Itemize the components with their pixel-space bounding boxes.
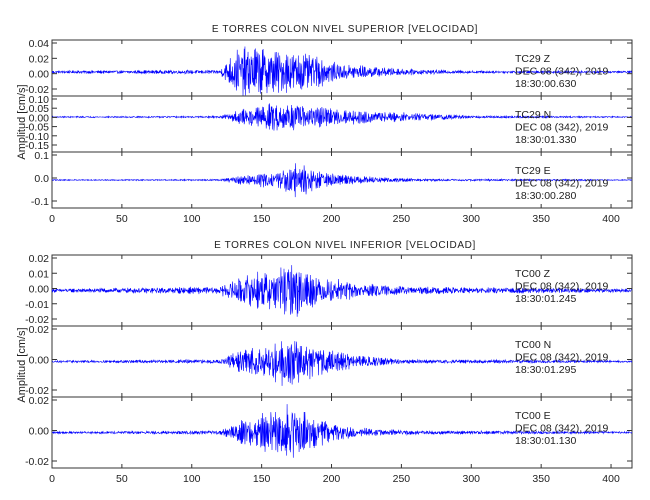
xtick-label-upper: 150 (253, 213, 271, 225)
annotation-lower-z-line1: TC00 Z (515, 268, 551, 280)
ytick-label-upper-e: 0.1 (34, 150, 49, 162)
annotation-lower-z-line3: 18:30:01.245 (515, 293, 576, 305)
ytick-label-lower-z: -0.02 (25, 314, 49, 326)
ytick-label-upper-z: 0.02 (29, 53, 50, 65)
ytick-label-upper-z: 0.04 (29, 38, 50, 50)
xtick-label-lower: 0 (49, 473, 55, 485)
annotation-lower-n-line2: DEC 08 (342), 2019 (515, 352, 609, 364)
ytick-label-lower-e: -0.02 (25, 456, 49, 468)
annotation-lower-e-line2: DEC 08 (342), 2019 (515, 423, 609, 435)
xtick-label-lower: 100 (183, 473, 201, 485)
xtick-label-lower: 200 (323, 473, 341, 485)
annotation-upper-e-line1: TC29 E (515, 165, 551, 177)
xtick-label-lower: 350 (532, 473, 550, 485)
xtick-label-upper: 300 (463, 213, 481, 225)
waveform-upper-z (51, 46, 633, 97)
waveform-lower-e (51, 404, 633, 458)
ytick-label-lower-e: 0.00 (29, 426, 50, 438)
ylabel-upper: Amplitud [cm/s] (16, 84, 28, 159)
ytick-label-upper-n: 0.10 (29, 94, 50, 106)
chart-title-lower: E TORRES COLON NIVEL INFERIOR [VELOCIDAD… (214, 240, 476, 251)
annotation-upper-e-line2: DEC 08 (342), 2019 (515, 178, 609, 190)
ytick-label-lower-n: -0.02 (25, 385, 49, 397)
ytick-label-upper-n: -0.05 (25, 122, 49, 134)
annotation-upper-e-line3: 18:30:00.280 (515, 190, 576, 202)
ytick-label-lower-n: 0.02 (29, 324, 50, 336)
ytick-label-lower-z: 0.00 (29, 284, 50, 296)
annotation-upper-n-line2: DEC 08 (342), 2019 (515, 122, 609, 134)
ytick-label-upper-e: 0.0 (34, 173, 49, 185)
annotation-upper-n-line3: 18:30:01.330 (515, 134, 576, 146)
annotation-lower-n-line3: 18:30:01.295 (515, 364, 576, 376)
xtick-label-lower: 250 (393, 473, 411, 485)
xtick-label-lower: 150 (253, 473, 271, 485)
waveform-upper-n (51, 103, 633, 131)
xtick-label-lower: 400 (602, 473, 620, 485)
waveform-upper-e (51, 163, 633, 198)
annotation-upper-z-line1: TC29 Z (515, 53, 551, 65)
annotation-lower-n-line1: TC00 N (515, 339, 551, 351)
annotation-upper-n-line1: TC29 N (515, 109, 551, 121)
xtick-label-upper: 0 (49, 213, 55, 225)
ytick-label-lower-z: 0.02 (29, 253, 50, 265)
panel-frame-lower-e (51, 396, 633, 469)
xtick-label-lower: 50 (116, 473, 128, 485)
ytick-label-upper-n: 0.00 (29, 112, 50, 124)
ytick-label-upper-z: 0.00 (29, 69, 50, 81)
xtick-label-upper: 200 (323, 213, 341, 225)
ytick-label-upper-n: 0.05 (29, 103, 50, 115)
xtick-label-upper: 100 (183, 213, 201, 225)
ylabel-lower: Amplitud [cm/s] (16, 327, 28, 402)
annotation-lower-e-line3: 18:30:01.130 (515, 435, 576, 447)
waveform-lower-n (51, 341, 633, 386)
ytick-label-lower-z: -0.01 (25, 299, 49, 311)
ytick-label-upper-n: -0.15 (25, 140, 49, 152)
waveform-lower-z (51, 265, 633, 317)
annotation-upper-z-line3: 18:30:00.630 (515, 78, 576, 90)
ytick-label-lower-n: 0.00 (29, 355, 50, 367)
chart-title-upper: E TORRES COLON NIVEL SUPERIOR [VELOCIDAD… (212, 24, 478, 35)
annotation-lower-e-line1: TC00 E (515, 410, 551, 422)
ytick-label-upper-z: -0.02 (25, 84, 49, 96)
ytick-label-lower-z: 0.01 (29, 268, 50, 280)
ytick-label-upper-n: -0.10 (25, 131, 49, 143)
xtick-label-upper: 250 (393, 213, 411, 225)
xtick-label-upper: 50 (116, 213, 128, 225)
annotation-upper-z-line2: DEC 08 (342), 2019 (515, 66, 609, 78)
ytick-label-lower-e: 0.02 (29, 395, 50, 407)
xtick-label-upper: 350 (532, 213, 550, 225)
annotation-lower-z-line2: DEC 08 (342), 2019 (515, 281, 609, 293)
xtick-label-upper: 400 (602, 213, 620, 225)
xtick-label-lower: 300 (463, 473, 481, 485)
ytick-label-upper-e: -0.1 (31, 196, 49, 208)
